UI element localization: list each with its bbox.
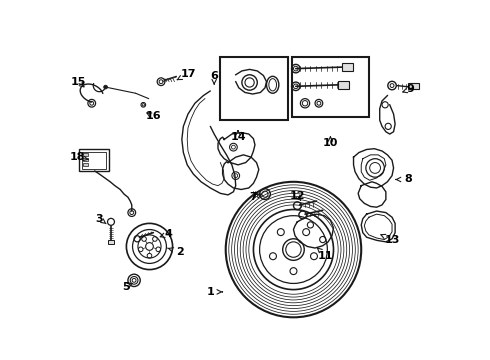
Text: 14: 14 (230, 131, 246, 142)
Text: 2: 2 (168, 247, 183, 257)
Text: 10: 10 (323, 137, 338, 148)
Text: 18: 18 (70, 152, 89, 162)
Text: 9: 9 (403, 84, 415, 94)
Bar (220, 57, 288, 120)
Text: 6: 6 (210, 71, 218, 84)
Bar (408, 83, 419, 89)
Text: 16: 16 (146, 111, 161, 121)
Text: 5: 5 (122, 282, 132, 292)
Text: 8: 8 (396, 175, 412, 184)
Bar (108, 239, 114, 244)
Text: 7: 7 (249, 192, 262, 202)
Text: 11: 11 (317, 248, 334, 261)
Bar (83, 153, 88, 156)
Text: 1: 1 (206, 287, 222, 297)
Bar (79, 149, 109, 171)
Bar (82, 152, 106, 169)
Bar (292, 57, 369, 117)
Bar (83, 163, 88, 166)
Text: 3: 3 (96, 214, 106, 224)
Text: 4: 4 (160, 229, 172, 239)
Text: 17: 17 (177, 69, 196, 80)
Bar (83, 158, 88, 161)
Text: 12: 12 (290, 191, 305, 201)
Text: 13: 13 (381, 234, 400, 244)
Text: 15: 15 (70, 77, 86, 87)
Circle shape (104, 85, 107, 89)
Bar (342, 63, 353, 71)
Bar (338, 81, 349, 89)
